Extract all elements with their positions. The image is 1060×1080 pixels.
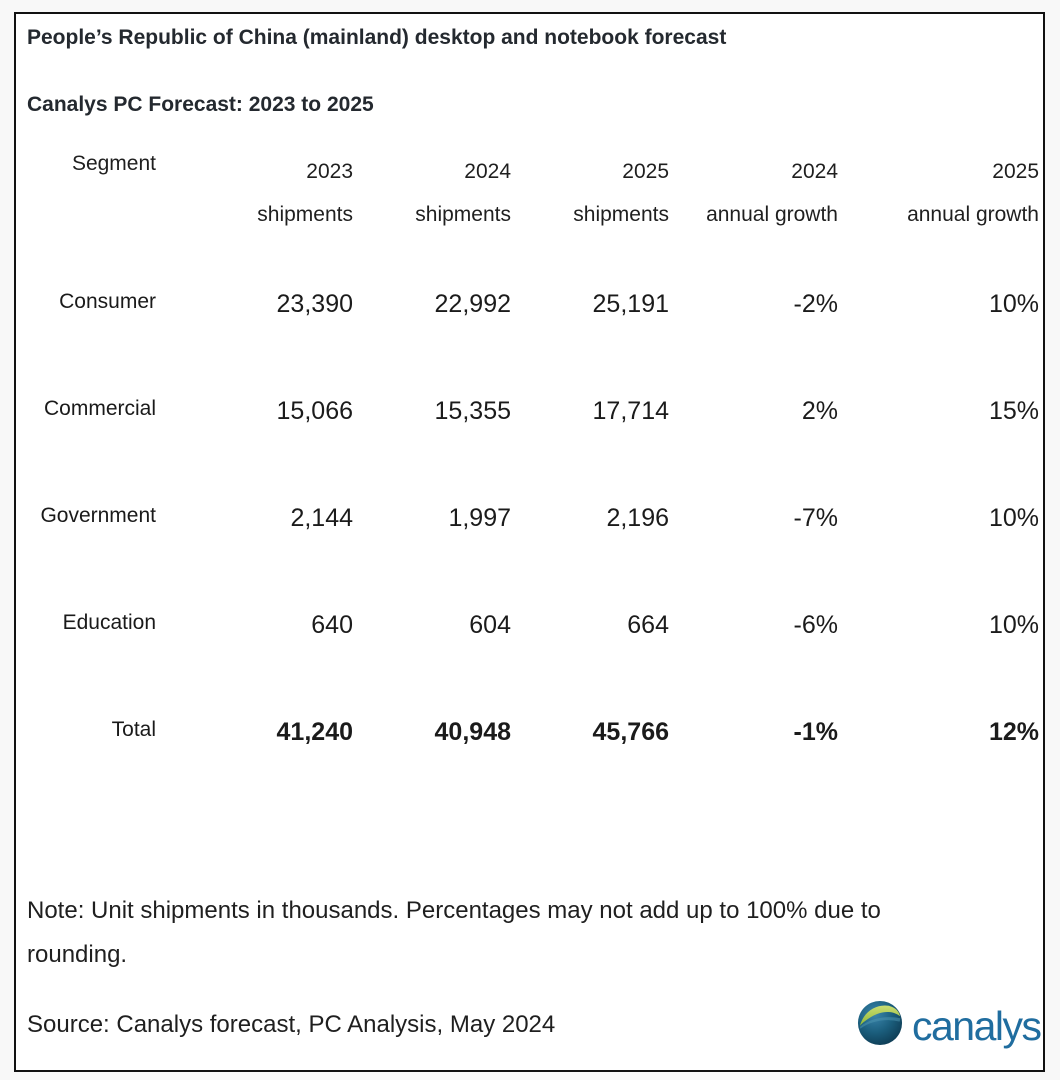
value-2025-shipments: 25,191 bbox=[592, 290, 669, 318]
value-2024-growth: -2% bbox=[793, 290, 838, 318]
value-2025-shipments: 664 bbox=[627, 611, 669, 639]
value-2024-growth: -6% bbox=[793, 611, 838, 639]
column-header-line2: annual growth bbox=[706, 203, 838, 226]
table-row-government: Government 2,144 1,997 2,196 -7% 10% bbox=[27, 504, 1039, 611]
column-header-2023-shipments: 2023 shipments bbox=[156, 150, 353, 290]
value-2023-shipments: 640 bbox=[311, 611, 353, 639]
footnote-line1: Note: Unit shipments in thousands. Perce… bbox=[27, 897, 881, 924]
forecast-card: People’s Republic of China (mainland) de… bbox=[14, 12, 1045, 1072]
value-2024-growth: -1% bbox=[793, 718, 838, 746]
column-header-line2: shipments bbox=[257, 203, 353, 226]
value-2025-growth: 10% bbox=[988, 290, 1039, 318]
card-content: People’s Republic of China (mainland) de… bbox=[16, 24, 1043, 1080]
table-header-row: Segment 2023 shipments 2024 shipments 20… bbox=[27, 150, 1039, 290]
column-header-line1: 2024 bbox=[791, 160, 838, 183]
column-header-segment: Segment bbox=[71, 152, 156, 175]
table-row-education: Education 640 604 664 -6% 10% bbox=[27, 611, 1039, 718]
column-header-line1: 2025 bbox=[992, 160, 1039, 183]
value-2023-shipments: 23,390 bbox=[276, 290, 353, 318]
value-2024-shipments: 604 bbox=[469, 611, 511, 639]
value-2025-growth: 15% bbox=[988, 397, 1039, 425]
value-2024-shipments: 40,948 bbox=[434, 718, 511, 746]
table-row-commercial: Commercial 15,066 15,355 17,714 2% 15% bbox=[27, 397, 1039, 504]
table-row-consumer: Consumer 23,390 22,992 25,191 -2% 10% bbox=[27, 290, 1039, 397]
footnote: Note: Unit shipments in thousands. Perce… bbox=[27, 889, 1039, 977]
canalys-wordmark: canalys bbox=[912, 1002, 1042, 1049]
value-2025-shipments: 17,714 bbox=[592, 397, 669, 425]
value-2024-growth: 2% bbox=[801, 397, 838, 425]
footnote-line2: rounding. bbox=[27, 941, 128, 968]
value-2025-growth: 12% bbox=[988, 718, 1039, 746]
column-header-line1: 2023 bbox=[306, 160, 353, 183]
segment-label: Education bbox=[62, 611, 156, 634]
segment-label: Total bbox=[111, 718, 156, 741]
value-2025-shipments: 2,196 bbox=[606, 504, 669, 532]
source-line: Source: Canalys forecast, PC Analysis, M… bbox=[27, 1011, 556, 1038]
page-title: People’s Republic of China (mainland) de… bbox=[27, 26, 727, 49]
value-2023-shipments: 2,144 bbox=[290, 504, 353, 532]
value-2025-growth: 10% bbox=[988, 504, 1039, 532]
segment-label: Commercial bbox=[43, 397, 156, 420]
value-2023-shipments: 15,066 bbox=[276, 397, 353, 425]
column-header-line2: shipments bbox=[573, 203, 669, 226]
forecast-table: Segment 2023 shipments 2024 shipments 20… bbox=[27, 150, 1039, 825]
canalys-logo: canalys bbox=[857, 1000, 1042, 1051]
value-2024-shipments: 15,355 bbox=[434, 397, 511, 425]
segment-label: Consumer bbox=[59, 290, 156, 313]
column-header-line1: 2025 bbox=[622, 160, 669, 183]
segment-label: Government bbox=[40, 504, 156, 527]
value-2024-growth: -7% bbox=[793, 504, 838, 532]
value-2025-growth: 10% bbox=[988, 611, 1039, 639]
column-header-line2: annual growth bbox=[907, 203, 1039, 226]
value-2025-shipments: 45,766 bbox=[592, 718, 669, 746]
column-header-2024-shipments: 2024 shipments bbox=[353, 150, 511, 290]
column-header-2025-growth: 2025 annual growth bbox=[838, 150, 1039, 290]
page-subtitle: Canalys PC Forecast: 2023 to 2025 bbox=[27, 93, 374, 116]
value-2023-shipments: 41,240 bbox=[276, 718, 353, 746]
table-row-total: Total 41,240 40,948 45,766 -1% 12% bbox=[27, 718, 1039, 825]
value-2024-shipments: 1,997 bbox=[448, 504, 511, 532]
column-header-2024-growth: 2024 annual growth bbox=[669, 150, 838, 290]
value-2024-shipments: 22,992 bbox=[434, 290, 511, 318]
column-header-line1: 2024 bbox=[464, 160, 511, 183]
column-header-line2: shipments bbox=[415, 203, 511, 226]
column-header-2025-shipments: 2025 shipments bbox=[511, 150, 669, 290]
canalys-globe-icon bbox=[857, 1000, 903, 1051]
